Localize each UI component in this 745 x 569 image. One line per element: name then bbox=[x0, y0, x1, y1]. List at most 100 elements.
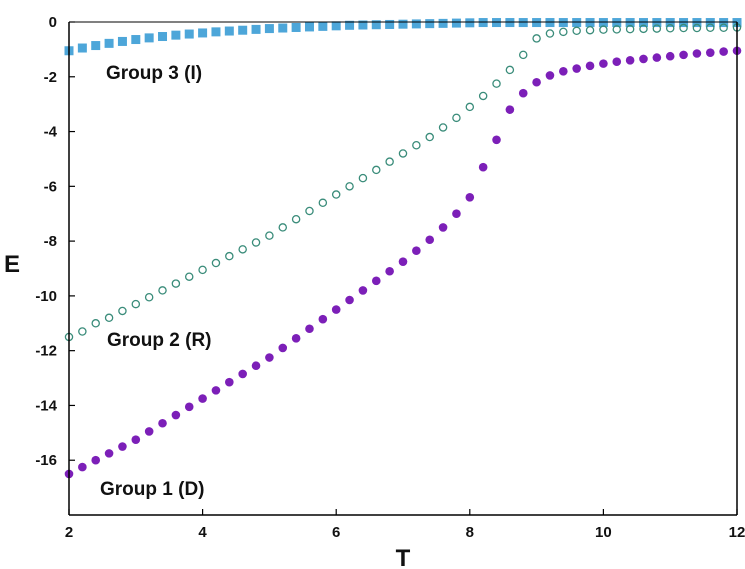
data-point bbox=[358, 173, 368, 183]
data-point bbox=[318, 21, 328, 31]
data-point bbox=[465, 102, 475, 112]
data-point bbox=[679, 50, 688, 60]
data-point bbox=[492, 79, 501, 88]
series-label-group-3: Group 3 (I) bbox=[106, 63, 202, 84]
data-point bbox=[158, 286, 167, 295]
data-point bbox=[598, 18, 608, 28]
data-point bbox=[438, 18, 448, 28]
data-point bbox=[451, 18, 461, 28]
data-point bbox=[625, 24, 635, 34]
data-point bbox=[638, 18, 648, 28]
data-point bbox=[719, 18, 729, 28]
data-point bbox=[545, 71, 555, 80]
ticks-layer: 2 4 6 8 10 12 0 -2 -4 -6 -8 -10 -12 -14 -16 bbox=[35, 14, 745, 541]
data-point bbox=[492, 18, 502, 28]
data-point bbox=[291, 334, 301, 343]
data-point bbox=[585, 61, 595, 71]
data-point bbox=[118, 306, 127, 316]
data-point bbox=[225, 377, 234, 387]
data-point bbox=[371, 20, 381, 30]
data-point bbox=[532, 77, 541, 87]
series-group-3-i bbox=[64, 18, 742, 56]
data-point bbox=[358, 286, 368, 295]
series-label-group-2: Group 2 (R) bbox=[107, 330, 212, 351]
data-point bbox=[278, 223, 288, 232]
data-point bbox=[518, 50, 528, 60]
data-point bbox=[117, 36, 127, 46]
data-point bbox=[144, 293, 154, 302]
data-point bbox=[251, 24, 261, 34]
y-tick-label: -14 bbox=[35, 397, 57, 414]
data-point bbox=[385, 157, 394, 166]
data-point bbox=[385, 266, 394, 276]
x-tick-label: 8 bbox=[466, 524, 474, 541]
data-point bbox=[665, 51, 675, 61]
data-point bbox=[198, 28, 208, 38]
data-point bbox=[692, 18, 702, 28]
data-point bbox=[505, 105, 515, 114]
data-point bbox=[679, 23, 688, 33]
data-point bbox=[478, 91, 488, 101]
y-tick-label: 0 bbox=[49, 14, 57, 31]
series-group-2-r bbox=[64, 23, 742, 342]
y-tick-label: -16 bbox=[35, 452, 57, 469]
data-point bbox=[345, 295, 354, 305]
data-point bbox=[77, 43, 87, 53]
data-point bbox=[719, 47, 728, 56]
data-point bbox=[652, 24, 662, 33]
data-point bbox=[291, 22, 301, 32]
x-tick-label: 6 bbox=[332, 524, 340, 541]
data-point bbox=[572, 26, 581, 36]
data-point bbox=[692, 23, 702, 33]
data-point bbox=[198, 265, 207, 275]
data-point bbox=[371, 276, 381, 286]
data-point bbox=[318, 314, 328, 324]
data-point bbox=[705, 48, 715, 57]
data-point bbox=[532, 18, 542, 28]
data-point bbox=[238, 245, 247, 254]
data-point bbox=[625, 56, 635, 65]
data-point bbox=[425, 235, 435, 245]
data-point bbox=[158, 418, 167, 428]
data-point bbox=[665, 18, 675, 28]
data-point bbox=[184, 272, 194, 281]
data-point bbox=[345, 20, 355, 30]
data-point bbox=[211, 258, 221, 268]
y-tick-label: -12 bbox=[35, 343, 57, 360]
data-point bbox=[331, 21, 341, 31]
data-point bbox=[171, 30, 181, 40]
x-tick-label: 2 bbox=[65, 524, 73, 541]
data-point bbox=[265, 231, 274, 240]
data-point bbox=[652, 18, 662, 28]
data-point bbox=[211, 386, 221, 395]
data-point bbox=[345, 182, 354, 191]
data-point bbox=[158, 32, 168, 42]
data-point bbox=[305, 206, 314, 216]
x-tick-label: 10 bbox=[595, 524, 612, 541]
data-point bbox=[331, 305, 341, 314]
data-point bbox=[705, 18, 715, 28]
data-point bbox=[559, 67, 568, 76]
data-point bbox=[518, 88, 528, 98]
data-point bbox=[211, 27, 221, 37]
data-point bbox=[719, 23, 728, 33]
y-axis-title: E bbox=[4, 251, 20, 278]
data-point bbox=[305, 324, 314, 334]
data-point bbox=[265, 353, 274, 362]
data-point bbox=[639, 54, 648, 64]
data-point bbox=[505, 65, 515, 75]
data-point bbox=[131, 435, 141, 444]
x-tick-label: 12 bbox=[729, 524, 745, 541]
data-point bbox=[251, 361, 261, 371]
data-point bbox=[104, 313, 114, 323]
data-point bbox=[91, 41, 101, 51]
data-point bbox=[304, 22, 314, 32]
data-point bbox=[398, 149, 408, 158]
data-point bbox=[184, 402, 194, 412]
data-point bbox=[505, 18, 515, 28]
data-point bbox=[438, 223, 448, 232]
data-point bbox=[545, 18, 555, 28]
data-point bbox=[398, 257, 408, 266]
data-point bbox=[411, 19, 421, 29]
